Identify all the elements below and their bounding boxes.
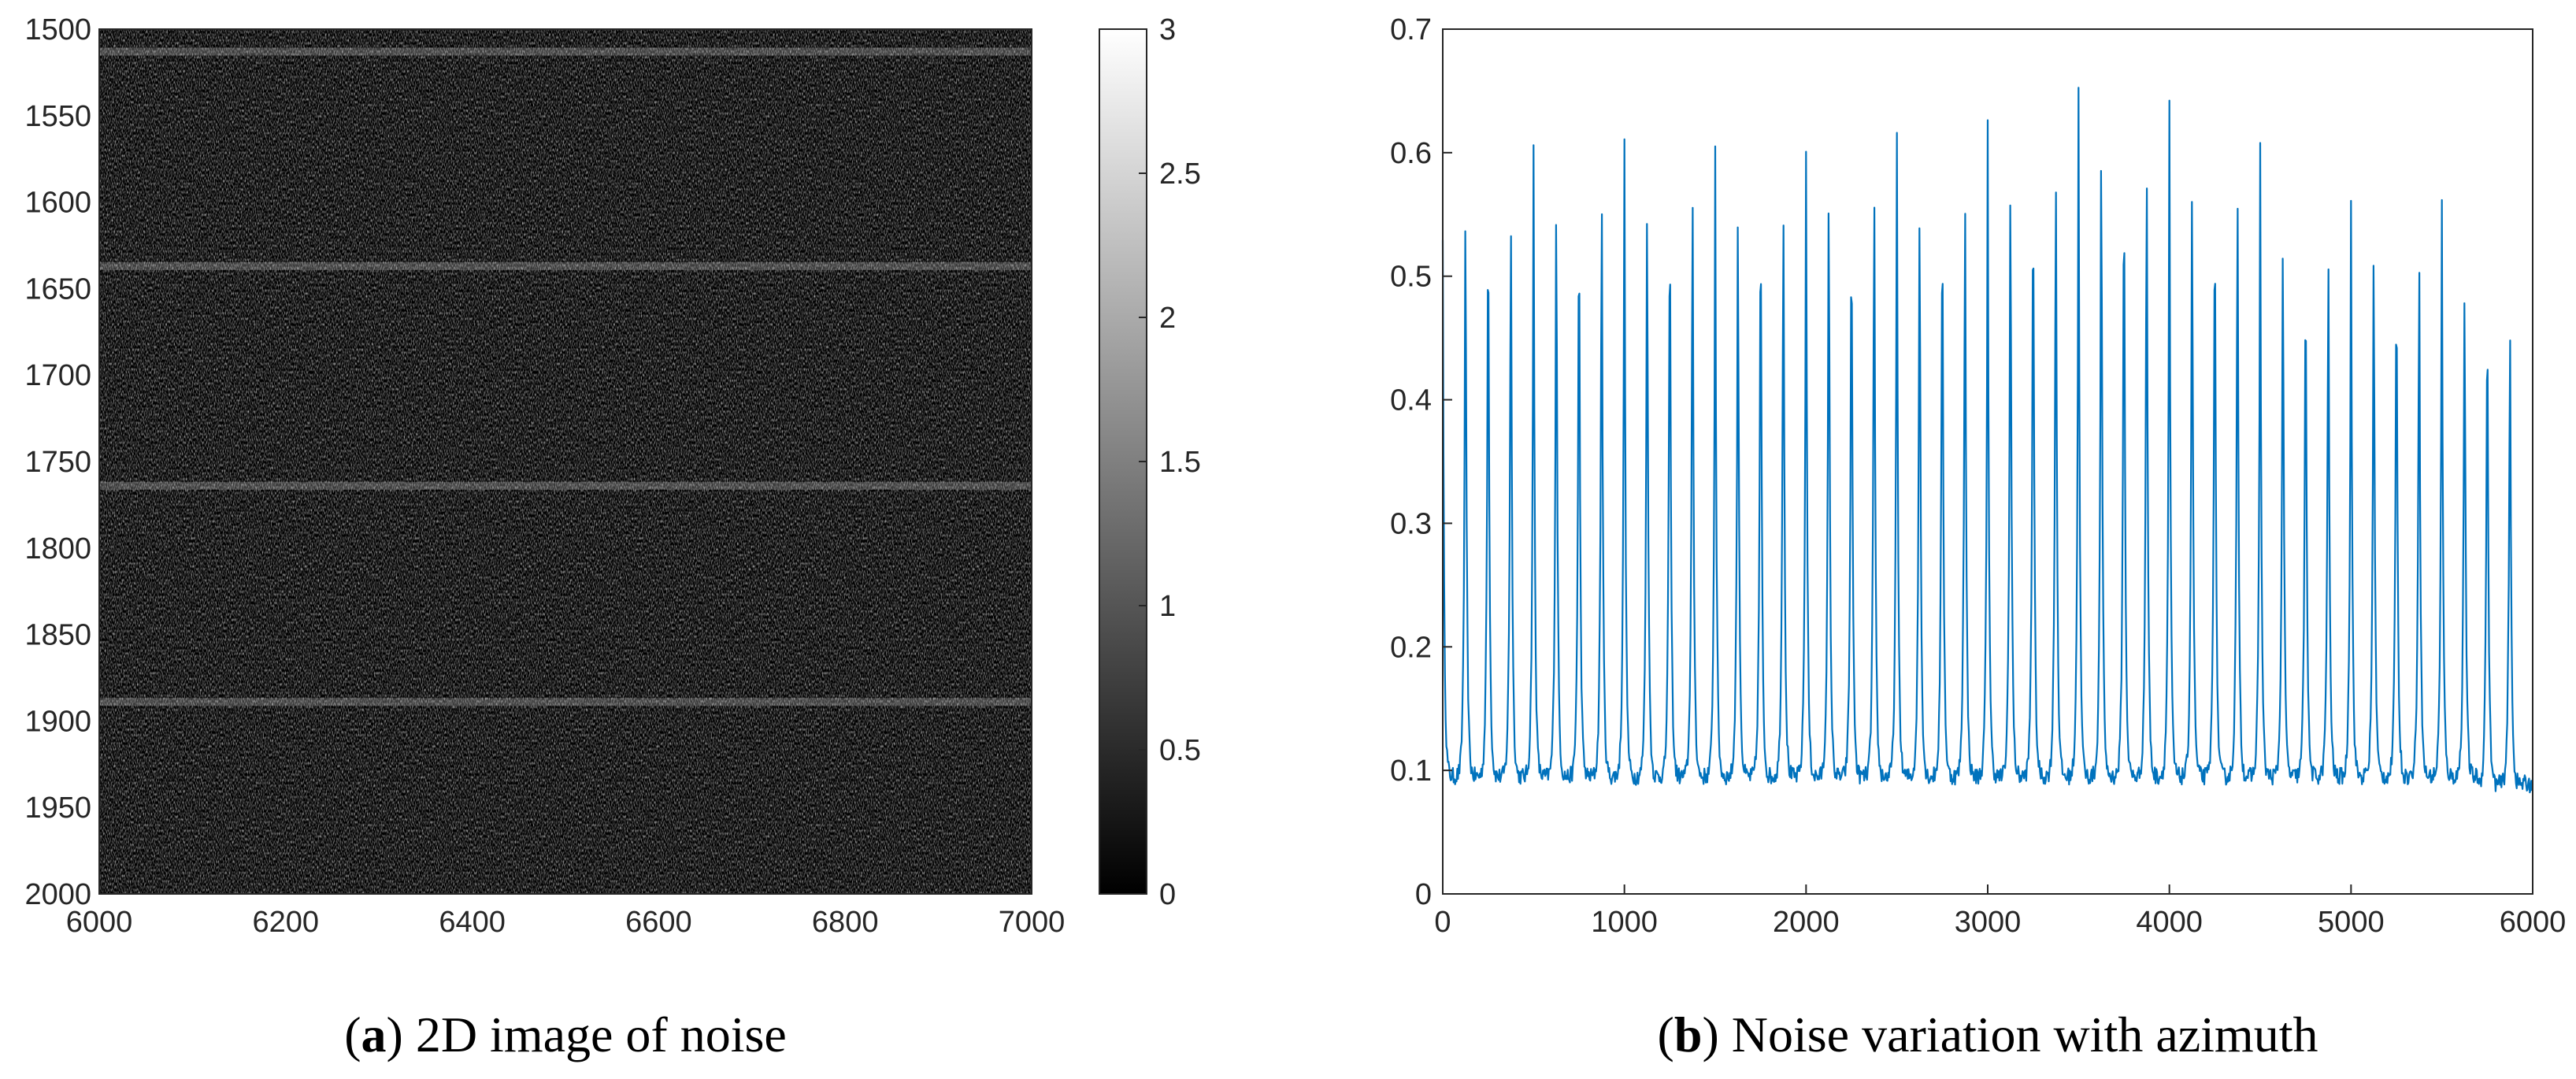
line-plot-frame xyxy=(1442,28,2533,895)
line-y-tick-label: 0.3 xyxy=(1390,507,1432,540)
bright-band-2 xyxy=(99,481,1032,490)
heatmap-bright-bands xyxy=(99,47,1032,706)
panel-a-noise-image: 6000 6200 6400 6600 6800 7000 1500 1550 1600 165… xyxy=(24,13,1200,1062)
line-y-axis: 0 0.1 0.2 0.3 0.4 0.5 0.6 0.7 xyxy=(1390,13,1452,911)
colorbar-axis: 0 0.5 1 1.5 2 2.5 3 xyxy=(1139,13,1201,911)
line-x-tick-label: 2000 xyxy=(1773,906,1840,939)
heatmap-y-tick-label: 2000 xyxy=(24,878,91,911)
heatmap-y-tick-label: 1950 xyxy=(24,792,91,825)
line-y-tick-label: 0.5 xyxy=(1390,261,1432,294)
line-x-tick-label: 6000 xyxy=(2500,906,2567,939)
caption-a-letter: a xyxy=(361,1007,387,1062)
line-x-tick-label: 1000 xyxy=(1591,906,1658,939)
caption-b: (b) Noise variation with azimuth xyxy=(1658,1007,2318,1062)
heatmap-x-tick-label: 6000 xyxy=(66,906,133,939)
heatmap-x-tick-label: 6200 xyxy=(253,906,320,939)
heatmap-y-axis: 1500 1550 1600 1650 1700 1750 1800 1850 1900 1950… xyxy=(24,13,109,911)
line-x-tick-label: 0 xyxy=(1434,906,1451,939)
heatmap-y-tick-label: 1600 xyxy=(24,187,91,220)
panel-b-noise-line-plot: 0 1000 2000 3000 4000 5000 6000 00.10.20.30.40… xyxy=(1390,13,2566,1062)
heatmap-y-tick-label: 1850 xyxy=(24,619,91,652)
heatmap-y-tick-label: 1550 xyxy=(24,100,91,133)
line-x-tick-label: 5000 xyxy=(2318,906,2385,939)
heatmap-x-axis: 6000 6200 6400 6600 6800 7000 xyxy=(66,884,1066,939)
noise-series-line xyxy=(1441,87,2534,794)
colorbar-tick-label: 1.5 xyxy=(1159,446,1201,479)
colorbar-tick-label: 2.5 xyxy=(1159,158,1201,191)
line-y-tick-label: 0.4 xyxy=(1390,384,1432,417)
heatmap-y-tick-label: 1800 xyxy=(24,532,91,565)
colorbar-tick-label: 2 xyxy=(1159,302,1176,335)
caption-b-text: Noise variation with azimuth xyxy=(1732,1007,2318,1062)
colorbar-tick-label: 0 xyxy=(1159,878,1176,911)
colorbar-tick-label: 0.5 xyxy=(1159,734,1201,767)
heatmap-y-tick-label: 1700 xyxy=(24,359,91,392)
caption-a: (a) 2D image of noise xyxy=(344,1007,787,1062)
line-x-axis: 0 1000 2000 3000 4000 5000 6000 xyxy=(1434,884,2566,939)
heatmap-noise-texture xyxy=(99,29,1032,894)
heatmap-y-tick-label: 1650 xyxy=(24,273,91,306)
line-y-tick-label: 0.7 xyxy=(1390,13,1432,46)
heatmap-x-tick-label: 6600 xyxy=(625,906,692,939)
line-y-tick-label: 0.1 xyxy=(1390,755,1432,788)
bright-band-3 xyxy=(99,698,1032,706)
line-x-tick-label: 4000 xyxy=(2136,906,2203,939)
heatmap-x-tick-label: 6400 xyxy=(439,906,506,939)
heatmap-y-tick-label: 1750 xyxy=(24,446,91,479)
bright-band-1 xyxy=(99,261,1032,270)
caption-a-text: 2D image of noise xyxy=(416,1007,787,1062)
heatmap-y-tick-label: 1500 xyxy=(24,13,91,46)
bright-band-0 xyxy=(99,47,1032,56)
line-y-tick-label: 0 xyxy=(1415,878,1432,911)
colorbar-tick-label: 3 xyxy=(1159,13,1176,46)
heatmap-y-tick-label: 1900 xyxy=(24,705,91,738)
heatmap-x-tick-label: 7000 xyxy=(999,906,1066,939)
caption-b-letter: b xyxy=(1674,1007,1703,1062)
line-y-tick-label: 0.6 xyxy=(1390,137,1432,170)
heatmap-x-tick-label: 6800 xyxy=(812,906,879,939)
line-x-tick-label: 3000 xyxy=(1955,906,2022,939)
colorbar-tick-label: 1 xyxy=(1159,590,1176,623)
line-y-tick-label: 0.2 xyxy=(1390,631,1432,664)
